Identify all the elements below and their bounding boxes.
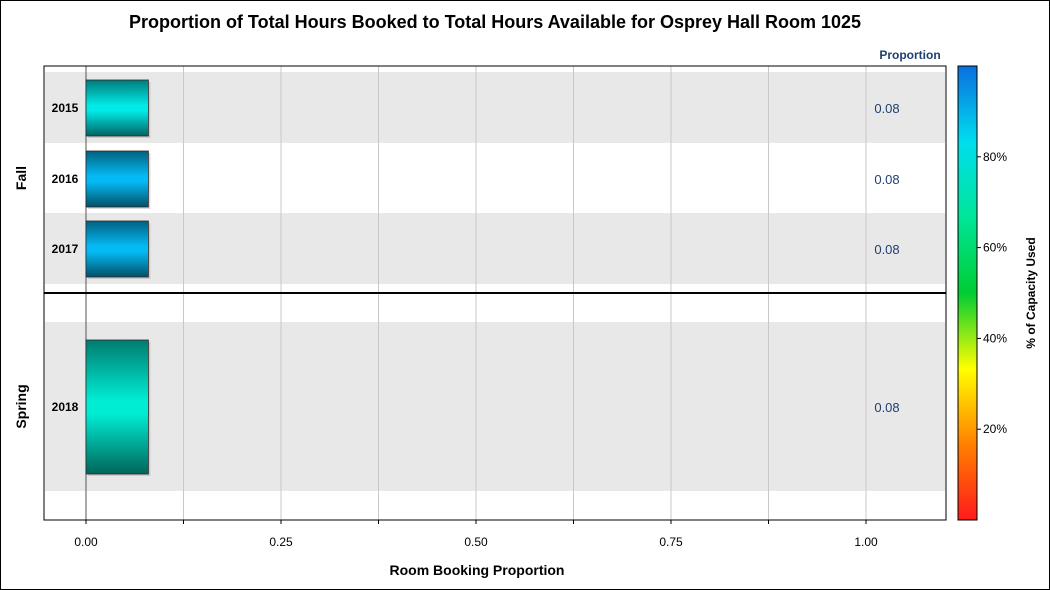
row-band — [45, 72, 945, 143]
data-label: 0.08 — [874, 400, 899, 415]
colorbar-tick-label: 80% — [983, 150, 1007, 164]
colorbar-title: % of Capacity Used — [1024, 237, 1038, 348]
bar — [85, 339, 149, 475]
colorbar-gradient — [957, 65, 978, 521]
data-label: 0.08 — [874, 172, 899, 187]
plot-area: 2015 0.08 2016 0.08 2017 0.08 2018 0.08 Fall Spri… — [13, 65, 947, 549]
x-tick-label: 0.25 — [269, 535, 293, 549]
colorbar: 20% 40% 60% 80% % of Capacity Used — [957, 65, 1038, 521]
colorbar-tick-label: 60% — [983, 241, 1007, 255]
category-label: 2015 — [52, 101, 79, 115]
colorbar-tick-label: 40% — [983, 331, 1007, 345]
colorbar-tick-label: 20% — [983, 422, 1007, 436]
category-label: 2016 — [52, 172, 79, 186]
row-band — [45, 322, 945, 491]
x-tick-label: 0.00 — [74, 535, 98, 549]
group-label: Fall — [13, 166, 29, 190]
category-label: 2017 — [52, 242, 79, 256]
value-column-header: Proportion — [879, 48, 940, 62]
x-tick-label: 1.00 — [854, 535, 878, 549]
data-label: 0.08 — [874, 101, 899, 116]
bar — [85, 220, 149, 278]
x-axis-label: Room Booking Proportion — [390, 562, 565, 578]
bar — [85, 79, 149, 137]
plot-frame — [43, 65, 947, 521]
chart-title: Proportion of Total Hours Booked to Tota… — [129, 12, 861, 32]
bar — [85, 150, 149, 208]
category-label: 2018 — [52, 400, 79, 414]
x-tick-label: 0.50 — [464, 535, 488, 549]
row-band — [45, 213, 945, 284]
x-tick-label: 0.75 — [659, 535, 683, 549]
data-label: 0.08 — [874, 242, 899, 257]
group-label: Spring — [13, 384, 29, 428]
